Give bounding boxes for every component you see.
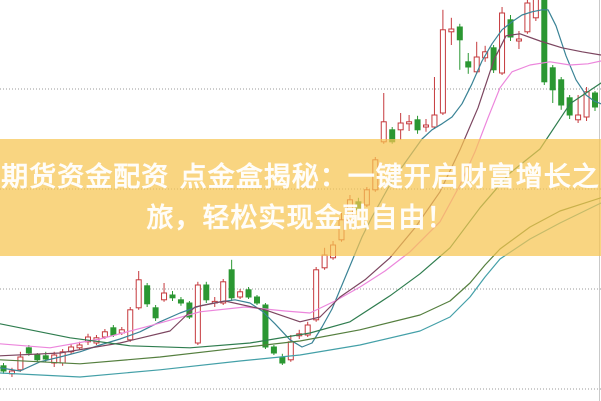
headline-line-1: 期货资金配资 点金盒揭秘：一键开启财富增长之 xyxy=(1,161,600,193)
headline-line-2: 旅，轻松实现金融自由！ xyxy=(146,202,455,234)
headline-banner: 期货资金配资 点金盒揭秘：一键开启财富增长之 旅，轻松实现金融自由！ xyxy=(0,139,601,256)
headline-text: 期货资金配资 点金盒揭秘：一键开启财富增长之 旅，轻松实现金融自由！ xyxy=(0,157,601,239)
